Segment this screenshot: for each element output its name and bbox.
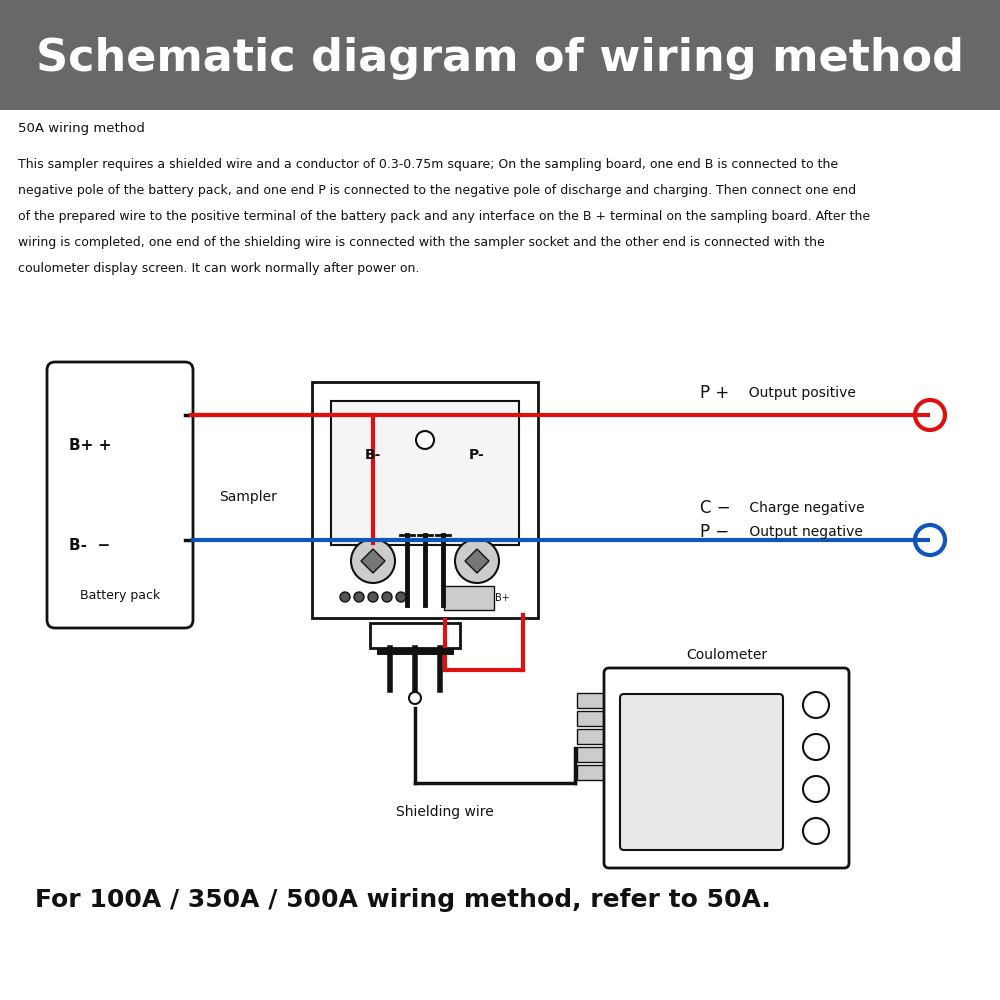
- Circle shape: [915, 400, 945, 430]
- FancyBboxPatch shape: [331, 401, 519, 545]
- Circle shape: [803, 692, 829, 718]
- Circle shape: [396, 592, 406, 602]
- Circle shape: [803, 734, 829, 760]
- FancyBboxPatch shape: [312, 382, 538, 618]
- Bar: [577, 711, 609, 726]
- Circle shape: [803, 818, 829, 844]
- Circle shape: [416, 431, 434, 449]
- Text: wiring is completed, one end of the shielding wire is connected with the sampler: wiring is completed, one end of the shie…: [18, 236, 825, 249]
- Bar: [577, 693, 609, 708]
- Circle shape: [354, 592, 364, 602]
- Text: C −: C −: [700, 499, 731, 517]
- Bar: [577, 729, 609, 744]
- Text: 50A wiring method: 50A wiring method: [18, 122, 145, 135]
- Text: Schematic diagram of wiring method: Schematic diagram of wiring method: [36, 36, 964, 80]
- Text: negative pole of the battery pack, and one end P is connected to the negative po: negative pole of the battery pack, and o…: [18, 184, 856, 197]
- Circle shape: [455, 539, 499, 583]
- FancyBboxPatch shape: [47, 362, 193, 628]
- Text: Charge negative: Charge negative: [745, 501, 865, 515]
- Text: P-: P-: [469, 448, 485, 462]
- Text: B-  −: B- −: [69, 538, 110, 552]
- Text: Shielding wire: Shielding wire: [396, 805, 494, 819]
- Text: B+: B+: [495, 593, 510, 603]
- Text: P +: P +: [700, 384, 729, 402]
- Text: Output positive: Output positive: [740, 386, 856, 400]
- Circle shape: [409, 692, 421, 704]
- Circle shape: [915, 525, 945, 555]
- Text: Sampler: Sampler: [219, 490, 277, 504]
- Circle shape: [340, 592, 350, 602]
- Bar: [577, 765, 609, 780]
- Text: B+ +: B+ +: [69, 438, 111, 452]
- Text: coulometer display screen. It can work normally after power on.: coulometer display screen. It can work n…: [18, 262, 419, 275]
- Polygon shape: [361, 549, 385, 573]
- Circle shape: [351, 539, 395, 583]
- Text: Coulometer: Coulometer: [686, 648, 767, 662]
- Polygon shape: [465, 549, 489, 573]
- Circle shape: [382, 592, 392, 602]
- Text: of the prepared wire to the positive terminal of the battery pack and any interf: of the prepared wire to the positive ter…: [18, 210, 870, 223]
- FancyBboxPatch shape: [620, 694, 783, 850]
- Bar: [0, 0, 1000, 110]
- Circle shape: [368, 592, 378, 602]
- Bar: [577, 747, 609, 762]
- Text: This sampler requires a shielded wire and a conductor of 0.3-0.75m square; On th: This sampler requires a shielded wire an…: [18, 158, 838, 171]
- Text: B-: B-: [365, 448, 381, 462]
- FancyBboxPatch shape: [604, 668, 849, 868]
- Bar: [370, 623, 460, 648]
- Text: For 100A / 350A / 500A wiring method, refer to 50A.: For 100A / 350A / 500A wiring method, re…: [35, 888, 771, 912]
- Text: P −: P −: [700, 523, 729, 541]
- Text: Output negative: Output negative: [745, 525, 863, 539]
- Circle shape: [803, 776, 829, 802]
- FancyBboxPatch shape: [444, 586, 494, 610]
- Text: Battery pack: Battery pack: [80, 588, 160, 601]
